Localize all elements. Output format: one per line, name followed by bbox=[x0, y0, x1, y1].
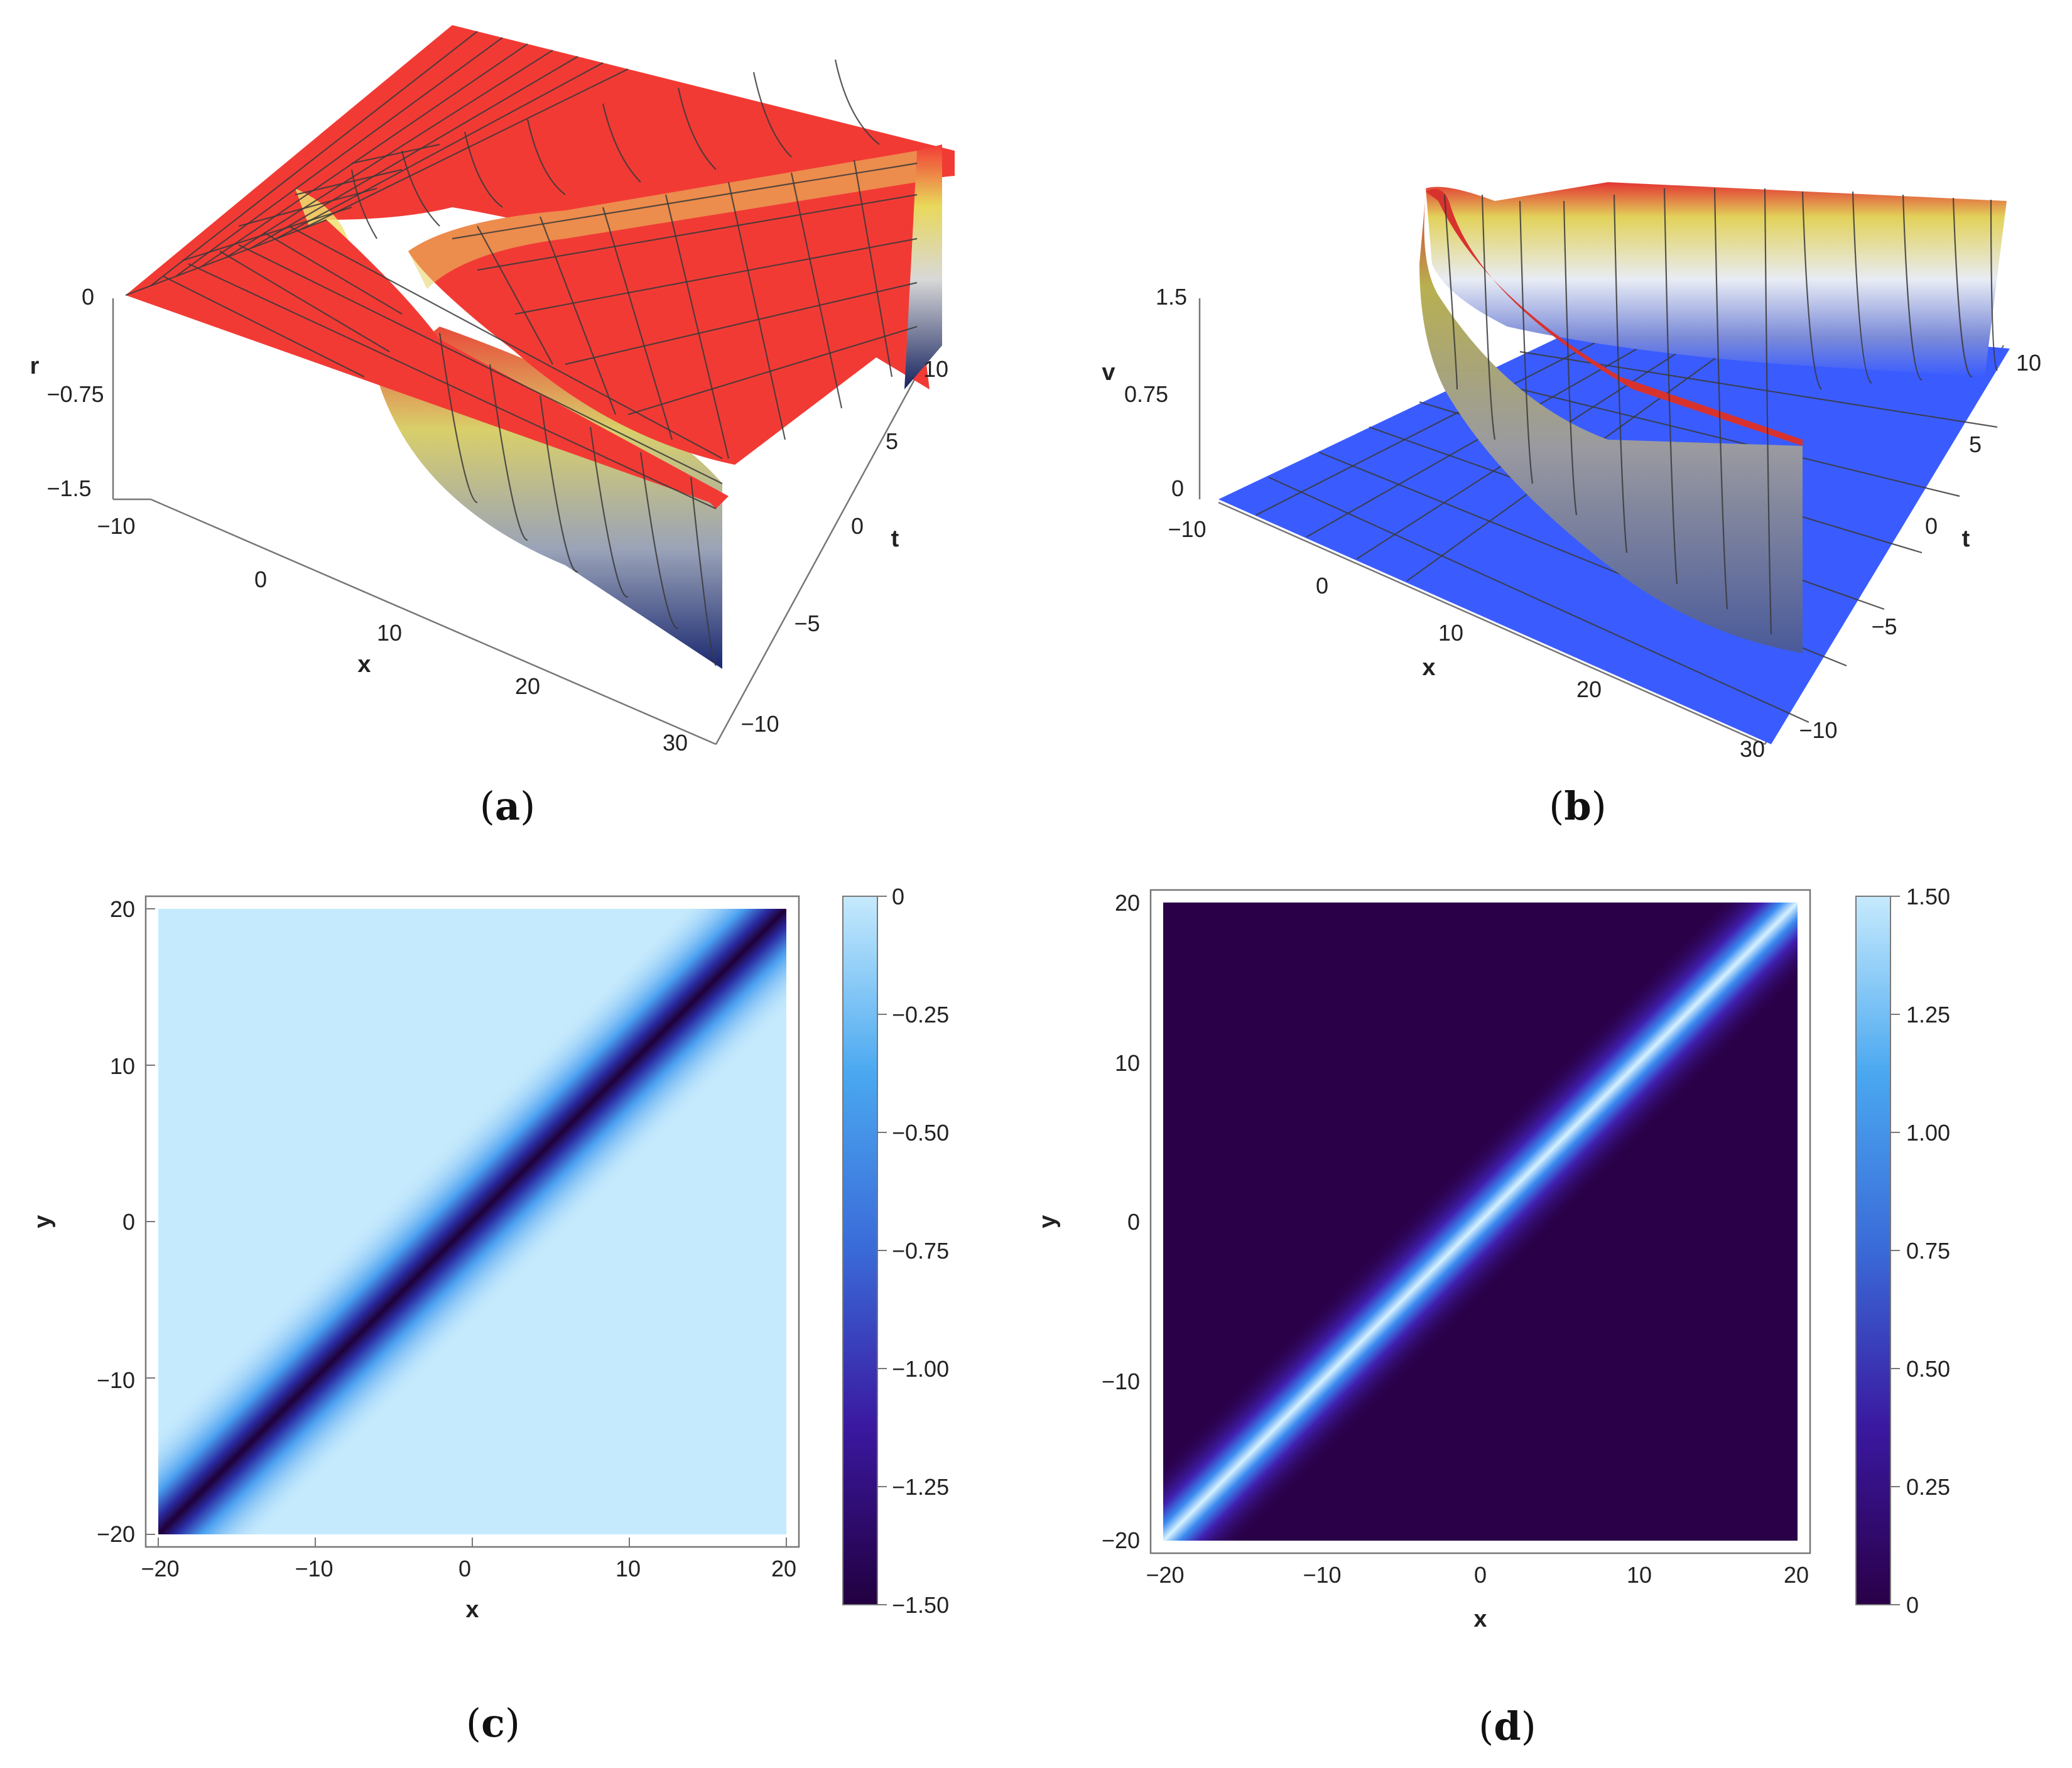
panel-d-colorbar-label: 1.25 bbox=[1906, 1002, 1950, 1028]
panel-c-x-tick: 20 bbox=[771, 1556, 796, 1581]
panel-d-colorbar-label: 1.50 bbox=[1906, 884, 1950, 909]
panel-d-y-tick: 20 bbox=[1115, 890, 1140, 916]
panel-b-x-tick: 10 bbox=[1438, 620, 1463, 646]
panel-d-colorbar-ticks bbox=[1890, 896, 1900, 1605]
panel-c: 0 −20 −10 10 20 x 20 10 0 −10 −20 y 0 −0… bbox=[30, 884, 949, 1746]
panel-a-mesh bbox=[125, 31, 918, 666]
panel-c-colorbar-label: −0.50 bbox=[892, 1120, 949, 1146]
panel-c-y-label: y bbox=[30, 1215, 56, 1228]
panel-d-x-tick: 10 bbox=[1627, 1562, 1652, 1588]
panel-c-y-tick: −20 bbox=[97, 1521, 135, 1547]
panel-a-t-tick: 0 bbox=[851, 513, 864, 539]
panel-c-y-tick: 0 bbox=[122, 1209, 135, 1235]
panel-c-y-tick: 20 bbox=[110, 896, 135, 922]
panel-d-soliton-band bbox=[1163, 903, 1798, 1541]
panel-a-z-tick: −0.75 bbox=[46, 381, 104, 407]
panel-c-colorbar-label: −1.00 bbox=[892, 1356, 949, 1382]
panel-d-x-tick: −10 bbox=[1303, 1562, 1341, 1588]
panel-d-caption: (d) bbox=[1478, 1703, 1536, 1749]
panel-c-x-label: x bbox=[465, 1597, 479, 1623]
panel-d-x-tick: 20 bbox=[1784, 1562, 1809, 1588]
panel-c-colorbar-label: 0 bbox=[892, 884, 904, 909]
panel-a-front-plateau bbox=[126, 220, 729, 509]
panel-d-colorbar bbox=[1855, 896, 1891, 1605]
panel-a-t-tick: −10 bbox=[740, 711, 779, 737]
panel-b-caption: (b) bbox=[1549, 783, 1607, 829]
panel-a-x-tick: 0 bbox=[254, 567, 267, 592]
panel-a-t-tick: 10 bbox=[923, 356, 948, 382]
panel-d-y-tick: −20 bbox=[1102, 1527, 1140, 1553]
panel-d-colorbar-label: 0.25 bbox=[1906, 1474, 1950, 1500]
panel-d-colorbar-label: 0 bbox=[1906, 1592, 1919, 1618]
panel-b-x-tick: −10 bbox=[1168, 516, 1206, 542]
panel-d-colorbar-label: 1.00 bbox=[1906, 1120, 1950, 1146]
panel-a-x-tick: 10 bbox=[377, 620, 402, 646]
panel-a-x-tick: −10 bbox=[97, 513, 135, 539]
panel-c-x-tick: 10 bbox=[616, 1556, 641, 1581]
panel-c-x-tick: −20 bbox=[141, 1556, 179, 1581]
panel-c-caption: (c) bbox=[466, 1700, 520, 1746]
panel-a-z-tick: 0 bbox=[82, 284, 94, 310]
panel-b-t-tick: −10 bbox=[1799, 717, 1837, 743]
panel-c-colorbar-ticks bbox=[877, 896, 887, 1605]
panel-d-colorbar-label: 0.50 bbox=[1906, 1356, 1950, 1382]
panel-c-x-tick: 0 bbox=[458, 1556, 471, 1581]
panel-d-x-label: x bbox=[1473, 1606, 1487, 1632]
panel-c-tick-marks bbox=[146, 908, 787, 1547]
panel-c-x-tick: −10 bbox=[295, 1556, 333, 1581]
panel-b-x-tick: 20 bbox=[1576, 676, 1602, 702]
panel-b-x-tick: 0 bbox=[1316, 573, 1328, 599]
panel-b-ridge-mesh bbox=[1443, 188, 1998, 635]
panel-b: 1.5 0.75 0 v −10 0 10 20 30 x −10 −5 0 5… bbox=[1102, 182, 2041, 829]
panel-b-t-tick: 5 bbox=[1969, 431, 1982, 457]
panel-c-colorbar-label: −1.50 bbox=[892, 1592, 949, 1618]
panel-c-soliton-band bbox=[158, 909, 786, 1534]
panel-a-x-label: x bbox=[357, 651, 371, 678]
panel-d-x-tick: −20 bbox=[1146, 1562, 1184, 1588]
panel-b-x-label: x bbox=[1422, 654, 1435, 681]
panel-a-t-label: t bbox=[891, 526, 899, 552]
panel-b-z-tick: 0.75 bbox=[1124, 381, 1168, 407]
panel-b-t-label: t bbox=[1962, 526, 1970, 552]
panel-d-y-tick: −10 bbox=[1102, 1369, 1140, 1394]
panel-a-z-tick: −1.5 bbox=[46, 475, 91, 501]
panel-d: −20 −10 0 10 20 x 20 10 0 −10 −20 y 1.50… bbox=[1034, 884, 1950, 1749]
panel-b-t-tick: −5 bbox=[1871, 614, 1897, 639]
panel-a-t-tick: 5 bbox=[886, 428, 898, 454]
panel-b-t-tick: 10 bbox=[2016, 350, 2041, 376]
panel-d-colorbar-label: 0.75 bbox=[1906, 1238, 1950, 1264]
panel-b-z-label: v bbox=[1102, 359, 1115, 386]
panel-a-caption: (a) bbox=[480, 783, 536, 829]
panel-a-t-tick: −5 bbox=[794, 610, 820, 636]
panel-c-colorbar-label: −1.25 bbox=[892, 1474, 949, 1500]
panel-b-ridge-wall bbox=[1419, 195, 1803, 653]
panel-c-y-tick: 10 bbox=[110, 1053, 135, 1079]
panel-a-x-tick: 30 bbox=[663, 730, 688, 756]
panel-c-colorbar bbox=[842, 896, 878, 1605]
panel-b-z-tick: 1.5 bbox=[1156, 284, 1187, 310]
panel-a-x-tick: 20 bbox=[515, 673, 540, 699]
panel-d-y-label: y bbox=[1034, 1215, 1061, 1228]
panel-a-z-label: r bbox=[30, 353, 40, 379]
panel-d-y-tick: 0 bbox=[1127, 1209, 1140, 1235]
panel-d-x-tick: 0 bbox=[1474, 1562, 1487, 1588]
panel-c-colorbar-label: −0.75 bbox=[892, 1238, 949, 1264]
panel-b-t-tick: 0 bbox=[1925, 513, 1938, 539]
panel-b-z-tick: 0 bbox=[1171, 475, 1184, 501]
panel-a-crest-highlight bbox=[408, 151, 917, 289]
panel-a: 0 −0.75 −1.5 r −10 0 10 20 30 x −10 −5 0… bbox=[30, 25, 955, 829]
panel-c-colorbar-label: −0.25 bbox=[892, 1002, 949, 1028]
panel-a-box bbox=[112, 298, 937, 746]
panel-b-x-tick: 30 bbox=[1740, 736, 1765, 762]
panel-c-y-tick: −10 bbox=[97, 1367, 135, 1393]
panel-d-y-tick: 10 bbox=[1115, 1050, 1140, 1076]
